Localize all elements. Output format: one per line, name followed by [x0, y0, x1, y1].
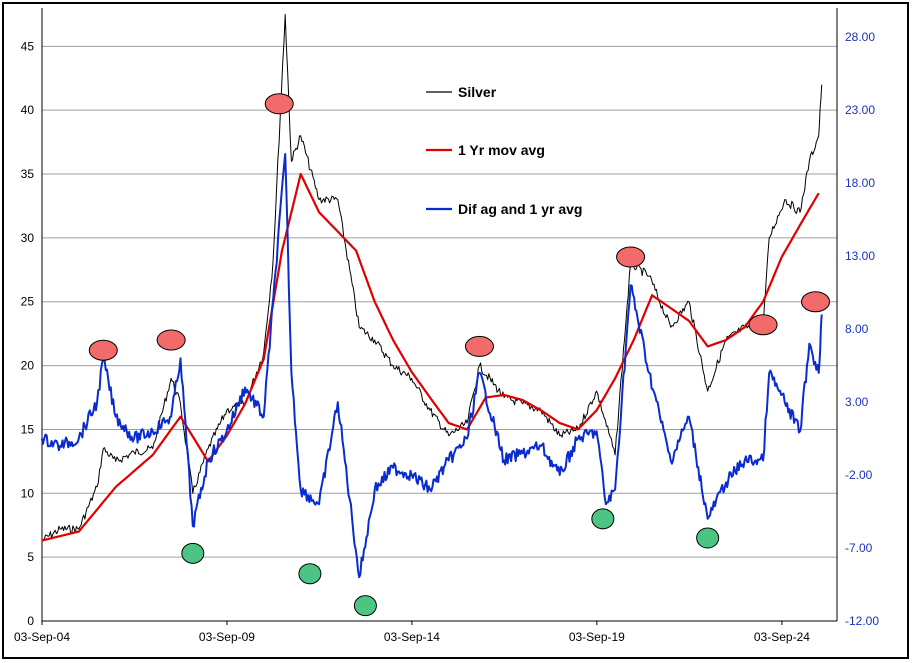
trough-marker [696, 527, 720, 549]
left-tick-label: 25 [21, 295, 35, 309]
axes: 0 5 10 15 20 25 30 35 40 45 -12.00 -7.00 -2.00 3.00 8.… [14, 8, 879, 644]
peak-marker [264, 93, 294, 115]
left-tick-label: 45 [21, 39, 35, 53]
peak-marker [748, 314, 778, 336]
moving-average-line [41, 172, 820, 542]
trough-marker [591, 508, 615, 530]
peak-marker [156, 329, 186, 351]
legend-label-difference: Dif ag and 1 yr avg [458, 201, 582, 217]
difference-line [40, 153, 823, 579]
legend: Silver 1 Yr mov avg Dif ag and 1 yr avg [426, 84, 582, 217]
right-tick-label: -2.00 [845, 468, 873, 482]
trough-marker [181, 542, 205, 564]
x-tick-label: 03-Sep-24 [754, 630, 810, 644]
left-tick-label: 35 [21, 167, 35, 181]
trough-marker [298, 563, 322, 585]
legend-label-silver: Silver [458, 84, 497, 100]
silver-line [41, 13, 823, 541]
right-tick-label: 28.00 [845, 30, 875, 44]
left-tick-label: 40 [21, 103, 35, 117]
right-tick-label: -7.00 [845, 541, 873, 555]
annotation-markers [88, 93, 831, 617]
left-tick-label: 15 [21, 422, 35, 436]
right-tick-label: 3.00 [845, 395, 869, 409]
right-tick-label: 18.00 [845, 176, 875, 190]
x-tick-label: 03-Sep-09 [199, 630, 255, 644]
right-tick-label: 23.00 [845, 103, 875, 117]
peak-marker [88, 339, 118, 361]
right-tick-label: -12.00 [845, 614, 879, 628]
trough-marker [353, 595, 377, 617]
right-tick-label: 8.00 [845, 322, 869, 336]
x-tick-label: 03-Sep-14 [384, 630, 440, 644]
peak-marker [616, 246, 646, 268]
right-tick-label: 13.00 [845, 249, 875, 263]
peak-marker [801, 291, 831, 313]
left-tick-label: 0 [27, 614, 34, 628]
series-lines [40, 13, 823, 579]
left-tick-label: 20 [21, 359, 35, 373]
peak-marker [464, 335, 494, 357]
left-tick-label: 10 [21, 486, 35, 500]
x-tick-label: 03-Sep-19 [569, 630, 625, 644]
legend-label-moving-avg: 1 Yr mov avg [458, 142, 545, 158]
x-tick-label: 03-Sep-04 [14, 630, 70, 644]
left-tick-label: 5 [27, 550, 34, 564]
left-tick-label: 30 [21, 231, 35, 245]
